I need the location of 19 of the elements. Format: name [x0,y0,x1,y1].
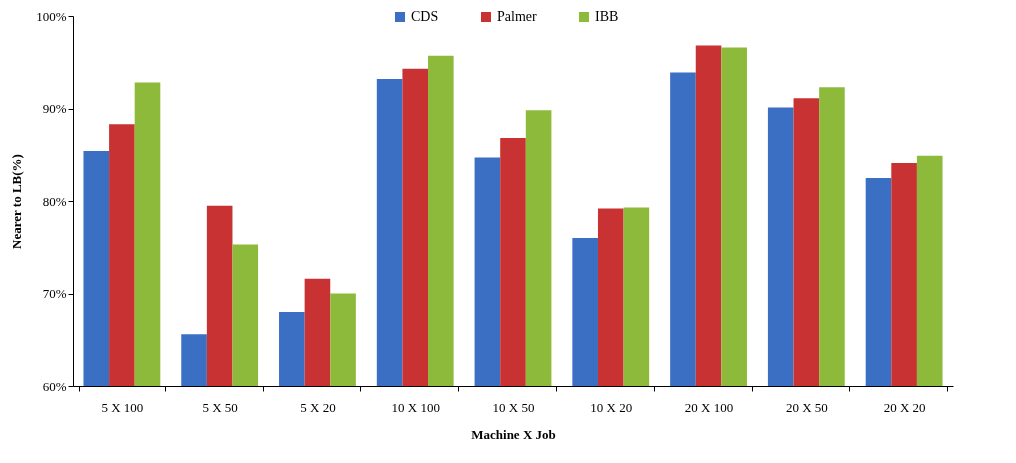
x-tick-label: 20 X 100 [684,399,734,415]
y-axis-title: Nearer to LB(%) [9,154,25,249]
legend-label: CDS [411,9,439,24]
legend-label: IBB [595,9,619,24]
x-tick-label: 10 X 20 [590,399,633,415]
x-tick-label: 10 X 100 [391,399,440,415]
x-tick-label: 20 X 50 [785,399,828,415]
x-tick-label: 5 X 20 [300,399,336,415]
y-tick-label: 90% [42,101,67,116]
y-tick-label: 70% [42,286,67,301]
y-tick-label: 100% [36,8,67,24]
x-tick-label: 10 X 50 [492,399,535,415]
y-tick-label: 80% [42,193,67,209]
y-tick-label: 60% [42,378,67,394]
x-tick-label: 5 X 50 [202,399,238,415]
x-axis-title: Machine X Job [471,426,556,442]
x-tick-label: 20 X 20 [883,399,926,415]
legend-label: Palmer [497,9,537,24]
x-tick-label: 5 X 100 [101,399,144,415]
